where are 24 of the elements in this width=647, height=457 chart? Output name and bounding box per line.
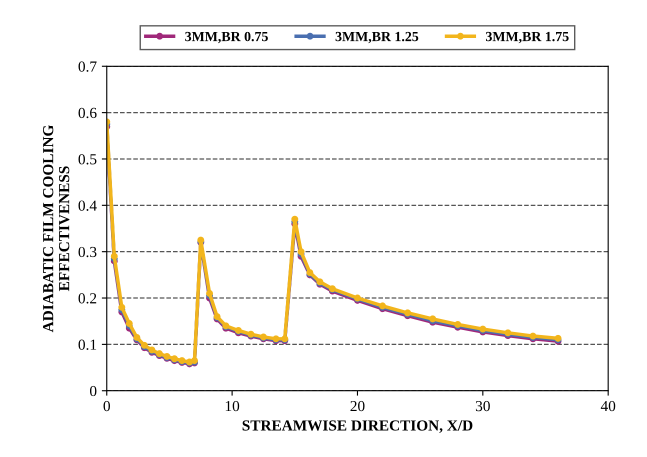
x-tick-label: 0 [104,400,110,412]
y-tick-label: 0.7 [78,61,97,72]
point [206,290,214,297]
x-tick-label: 30 [476,400,490,412]
y-tick-label: 0.3 [78,246,96,258]
y-tick-label: 0.5 [78,154,96,164]
x-tick-label: 10 [226,400,240,412]
point [110,252,118,260]
legend-label: 3MM,BR 0.75 [185,32,268,44]
y-axis-title: ADIABATIC FILM COOLING EFFECTIVENESS [43,125,70,332]
y-tick-label: 0.2 [78,293,96,304]
x-tick-label: 40 [600,400,616,412]
legend-label: 3MM,BR 1.75 [486,32,569,44]
x-axis-title: STREAMWISE DIRECTION, X/D [242,420,472,433]
x-tick-label: 20 [350,400,365,412]
y-tick-label: 0.1 [78,340,96,350]
y-tick-label: 0 [90,386,96,396]
point [291,216,298,223]
point [118,304,126,311]
point [126,320,133,327]
y-tick-label: 0.6 [78,108,97,118]
legend-label: 3MM,BR 1.25 [336,32,418,44]
point [298,248,305,256]
y-tick-label: 0.4 [78,200,97,211]
